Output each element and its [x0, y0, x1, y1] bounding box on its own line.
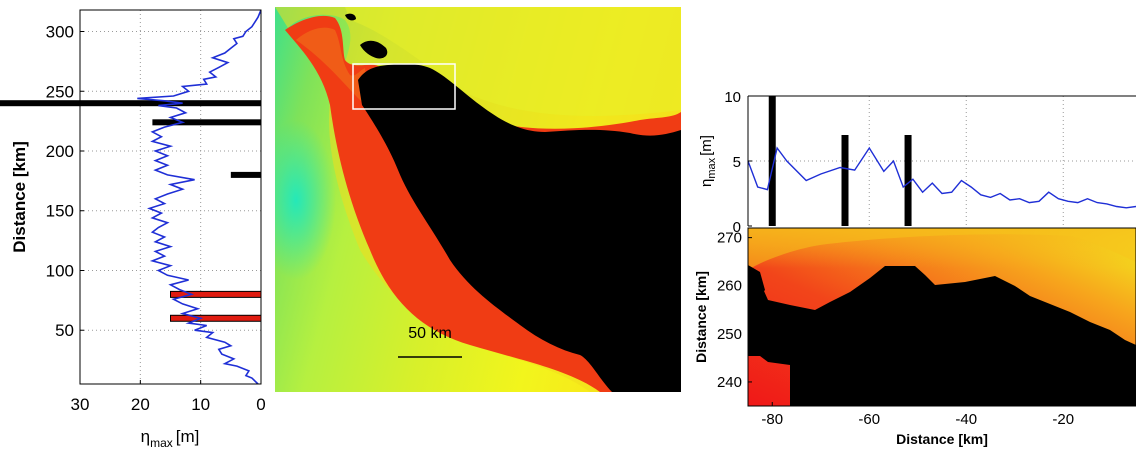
left-markers-outside: [0, 100, 80, 107]
right-top-y-tick-label: 5: [733, 154, 741, 171]
left-x-axis-label-main: η: [141, 427, 150, 446]
rb-x-tick-label: -20: [1052, 411, 1074, 428]
rb-y-tick-label: 270: [717, 230, 742, 247]
left-marker-bar: [170, 290, 261, 298]
map-yellow-top: [345, 7, 681, 116]
right-top-bar: [768, 96, 776, 226]
left-x-tick-label: 10: [191, 395, 210, 414]
map-islet: [345, 13, 356, 21]
right-top-bar: [841, 135, 849, 226]
left-markers: [80, 100, 261, 322]
rb-x-tick-label: -40: [955, 411, 977, 428]
map-scale-label: 50 km: [408, 325, 452, 342]
left-marker-bar: [152, 119, 261, 126]
middle-map: 50 km: [275, 7, 681, 392]
right-top-plot: 0 5 10 ηmax[m]: [698, 89, 1136, 236]
map-land-black: [358, 64, 681, 392]
left-plot-area: [80, 10, 261, 384]
right-top-bars: [768, 96, 912, 226]
right-top-bar: [904, 135, 912, 226]
rb-land-west: [748, 265, 765, 302]
left-x-tick-label: 30: [71, 395, 90, 414]
left-y-ticks: 50 100 150 200 250 300: [46, 23, 84, 340]
left-y-tick-label: 150: [46, 202, 74, 221]
right-top-y-label-sub: max: [706, 157, 718, 178]
map-zoom-box: [352, 63, 456, 110]
map-cyan-area: [275, 120, 336, 280]
left-y-tick-label: 200: [46, 142, 74, 161]
left-axes-box: [79, 9, 262, 385]
rb-x-tick-label: -60: [858, 411, 880, 428]
left-marker-bar: [170, 314, 261, 322]
right-top-y-ticks: 0 5 10: [724, 89, 752, 236]
right-top-y-label-main: η: [698, 179, 715, 187]
rb-axes-box: [747, 227, 1136, 407]
rb-y-tick-label: 240: [717, 374, 742, 391]
right-top-y-axis-label: ηmax[m]: [698, 135, 718, 187]
left-x-axis-label: ηmax [m]: [141, 427, 200, 450]
left-x-axis-label-sub: max: [150, 436, 173, 450]
left-marker-bar: [80, 100, 261, 107]
right-top-y-label-unit: [m]: [698, 135, 715, 156]
rb-x-ticks: -80 -60 -40 -20: [761, 402, 1074, 428]
left-y-tick-label: 250: [46, 82, 74, 101]
left-y-tick-label: 100: [46, 261, 74, 280]
left-x-axis-label-unit: [m]: [176, 427, 200, 446]
left-y-tick-label: 50: [55, 321, 74, 340]
left-y-tick-label: 300: [46, 23, 74, 42]
rb-x-axis-label: Distance [km]: [896, 431, 988, 447]
right-top-eta-line: [748, 146, 1136, 209]
rb-y-tick-label: 260: [717, 278, 742, 295]
rb-y-tick-label: 250: [717, 326, 742, 343]
left-x-tick-label: 20: [131, 395, 150, 414]
left-x-ticks: 30 20 10 0: [71, 380, 266, 414]
rb-y-axis-label: Distance [km]: [693, 271, 709, 363]
rb-x-tick-label: -80: [761, 411, 783, 428]
left-x-tick-label: 0: [256, 395, 265, 414]
right-top-y-tick-label: 0: [733, 219, 741, 236]
rb-y-ticks: 240 250 260 270: [717, 230, 752, 391]
rb-yellow-top: [748, 228, 1136, 270]
rb-land-black: [748, 266, 1136, 406]
left-eta-line: [137, 10, 261, 384]
map-island: [360, 40, 388, 59]
right-top-y-tick-label: 10: [724, 89, 741, 106]
map-red-orange-tip: [296, 27, 370, 111]
left-y-axis-label: Distance [km]: [10, 141, 29, 252]
left-marker-bar-extension: [0, 100, 80, 107]
right-top-plot-area: [748, 96, 1136, 226]
left-marker-bar: [230, 171, 261, 178]
